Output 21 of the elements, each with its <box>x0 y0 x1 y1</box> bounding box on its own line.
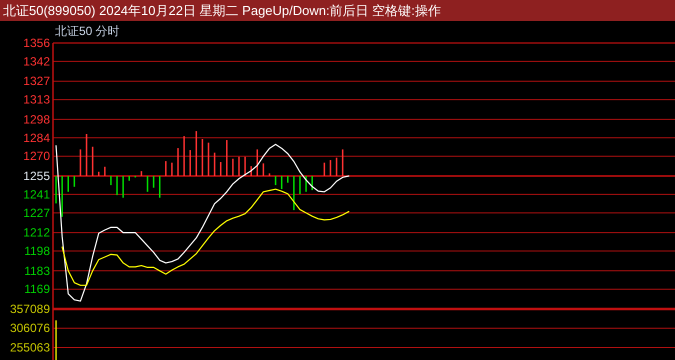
line-series <box>62 188 350 286</box>
y-tick-label: 1356 <box>23 36 50 50</box>
y-tick-label: 1241 <box>23 187 50 202</box>
y-tick-label: 1284 <box>23 130 50 145</box>
chart-subtitle: 北证50 分时 <box>55 24 120 38</box>
y-tick-label: 1270 <box>23 149 50 164</box>
y-tick-label: 1255 <box>23 169 50 183</box>
y-tick-label: 1342 <box>23 54 50 68</box>
y-tick-label: 1212 <box>23 226 50 240</box>
y-tick-label: 1183 <box>24 264 50 278</box>
y-tick-label: 1227 <box>23 206 50 220</box>
y-tick-label: 357089 <box>10 302 50 316</box>
y-tick-label: 255063 <box>10 340 50 354</box>
y-tick-label: 1327 <box>23 74 50 88</box>
y-tick-label: 1298 <box>23 112 50 126</box>
y-tick-label: 1313 <box>23 92 50 107</box>
y-tick-label: 1169 <box>24 282 50 296</box>
y-tick-label: 306076 <box>10 321 50 336</box>
line-series <box>55 144 350 302</box>
chart-title: 北证50(899050) 2024年10月22日 星期二 PageUp/Down:前后日 空格键:操作 <box>3 3 441 18</box>
y-tick-label: 1198 <box>24 244 50 258</box>
